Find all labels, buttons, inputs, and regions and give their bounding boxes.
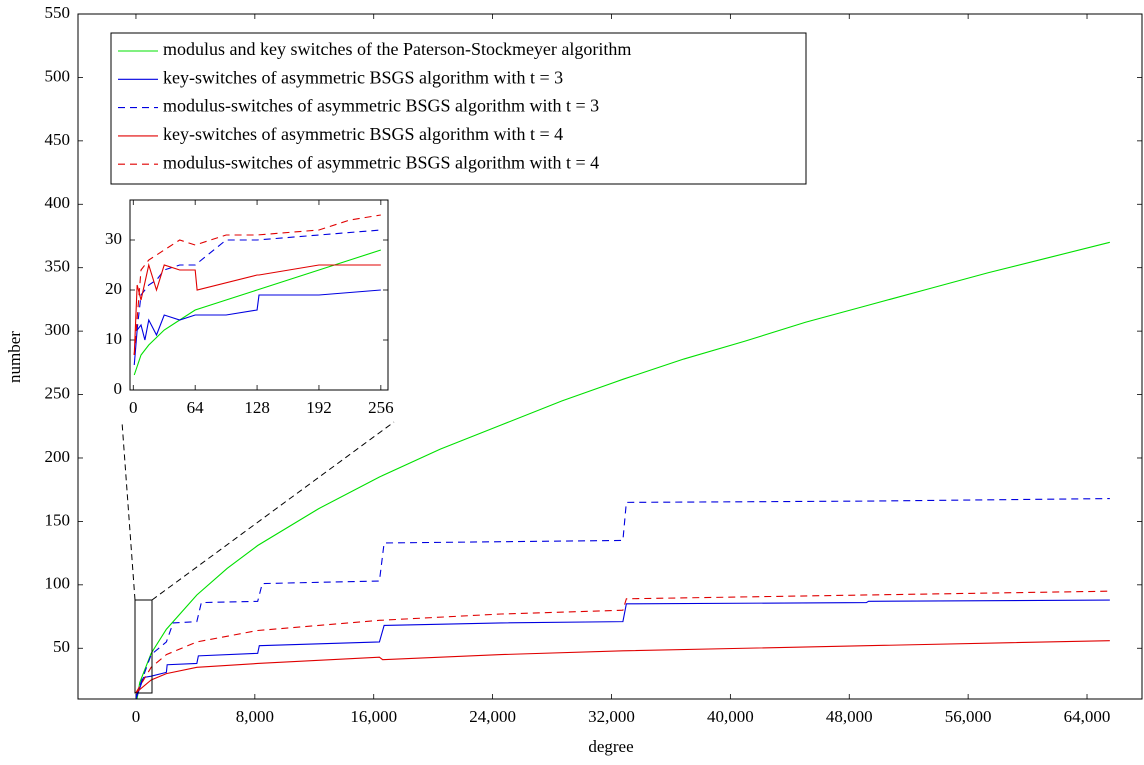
x-tick-label: 256 [368,398,394,417]
y-axis-label: number [5,331,24,383]
y-tick-label: 0 [114,379,123,398]
data-line [133,229,381,356]
x-tick-label: 40,000 [707,707,754,726]
data-line [133,289,381,366]
series-group [135,241,1110,699]
legend-frame [110,32,807,185]
x-tick-label: 0 [132,707,141,726]
x-tick-label: 192 [306,398,332,417]
legend-label: key-switches of asymmetric BSGS algorith… [163,67,563,87]
zoom-box [134,599,153,694]
y-tick-label: 400 [45,193,71,212]
y-tick-label: 550 [45,3,71,22]
y-tick-label: 300 [45,320,71,339]
x-tick-label: 64 [187,398,205,417]
y-tick-label: 450 [45,130,71,149]
y-tick-label: 200 [45,447,71,466]
x-tick-label: 128 [244,398,270,417]
legend: modulus and key switches of the Paterson… [110,32,807,185]
x-tick-label: 0 [129,398,138,417]
data-line [133,249,382,376]
data-line [135,498,1110,697]
y-tick-label: 150 [45,510,71,529]
legend-label: modulus and key switches of the Paterson… [163,39,631,59]
inset-plot: 0 64 128 192 256 0 10 20 30 [105,200,394,417]
x-axis-label: degree [588,737,633,756]
y-tick-label: 30 [105,229,122,248]
data-line [136,241,1110,699]
data-line [135,640,1110,694]
y-tick-label: 500 [45,66,71,85]
y-tick-label: 10 [105,329,122,348]
inset-frame [129,199,389,391]
data-line [135,590,1110,693]
plot-frame [77,13,1143,700]
main-plot: 0 8,000 16,000 24,000 32,000 40,000 48,000 56,0… [45,3,1142,726]
y-tick-label: 350 [45,257,71,276]
y-tick-label: 20 [105,279,122,298]
legend-label: modulus-switches of asymmetric BSGS algo… [163,152,599,172]
y-tick-label: 250 [45,383,71,402]
y-tick-label: 50 [53,637,70,656]
x-tick-label: 64,000 [1064,707,1111,726]
legend-label: key-switches of asymmetric BSGS algorith… [163,124,563,144]
x-tick-label: 8,000 [236,707,274,726]
x-tick-label: 24,000 [469,707,516,726]
x-tick-label: 56,000 [945,707,992,726]
data-line [135,599,1110,699]
legend-label: modulus-switches of asymmetric BSGS algo… [163,96,599,116]
x-tick-label: 48,000 [826,707,873,726]
data-line [133,262,381,356]
zoom-connector [121,421,136,601]
series-group [133,214,382,376]
x-tick-label: 32,000 [588,707,635,726]
y-tick-label: 100 [45,574,71,593]
x-tick-label: 16,000 [350,707,397,726]
zoom-connector [151,421,395,601]
